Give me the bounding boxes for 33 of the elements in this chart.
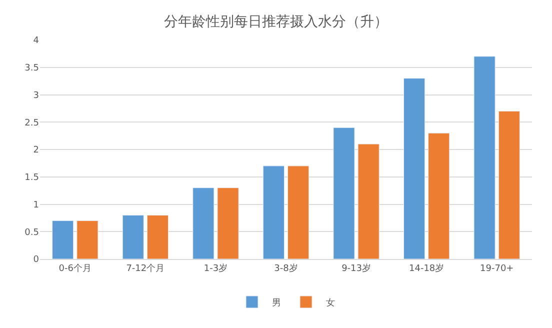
- bar: [358, 144, 380, 259]
- bar: [262, 166, 284, 259]
- chart-title: 分年龄性别每日推荐摄入水分（升）: [164, 14, 388, 30]
- y-tick-label: 4: [33, 36, 40, 46]
- y-tick-label: 1: [33, 200, 39, 210]
- bar: [333, 127, 355, 259]
- bar: [217, 188, 239, 259]
- x-tick-label: 19-70+: [480, 264, 514, 274]
- bar: [428, 132, 450, 259]
- y-tick-label: 3.5: [24, 64, 39, 74]
- bar: [498, 110, 520, 259]
- y-tick-label: 2: [33, 146, 39, 156]
- x-tick-label: 0-6个月: [58, 262, 92, 274]
- x-tick-label: 7-12个月: [126, 262, 165, 274]
- bar: [52, 220, 74, 259]
- x-tick-label: 3-8岁: [274, 262, 298, 274]
- x-tick-label: 9-13岁: [342, 262, 372, 274]
- y-tick-label: 0: [33, 255, 40, 266]
- y-tick-label: 3: [33, 90, 39, 101]
- bar: [76, 220, 98, 259]
- y-tick-label: 2.5: [24, 118, 39, 128]
- bar: [122, 214, 144, 259]
- x-tick-label: 14-18岁: [408, 262, 444, 274]
- y-tick-label: 1.5: [24, 173, 39, 184]
- legend-label: 男: [272, 297, 281, 308]
- bar: [403, 78, 426, 259]
- y-tick-label: 0.5: [24, 228, 39, 238]
- bar: [192, 188, 214, 259]
- x-tick-label: 1-3岁: [204, 262, 228, 274]
- bar: [146, 214, 169, 259]
- bar: [474, 56, 496, 259]
- legend-label: 女: [326, 297, 335, 308]
- bar: [288, 166, 310, 259]
